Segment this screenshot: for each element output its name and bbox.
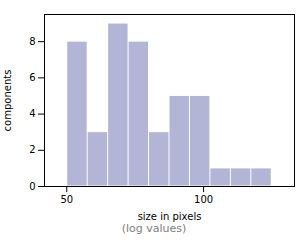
svg-text:size in pixels: size in pixels [138,211,202,222]
svg-text:4: 4 [29,108,35,119]
html-text:(log values): (log values) [121,222,187,235]
svg-text:2: 2 [29,144,35,155]
svg-text:100: 100 [194,194,213,205]
svg-text:8: 8 [29,36,35,47]
svg-text:0: 0 [29,181,35,192]
svg-text:6: 6 [29,72,35,83]
svg-text:50: 50 [60,194,73,205]
svg-text:components: components [2,70,13,132]
